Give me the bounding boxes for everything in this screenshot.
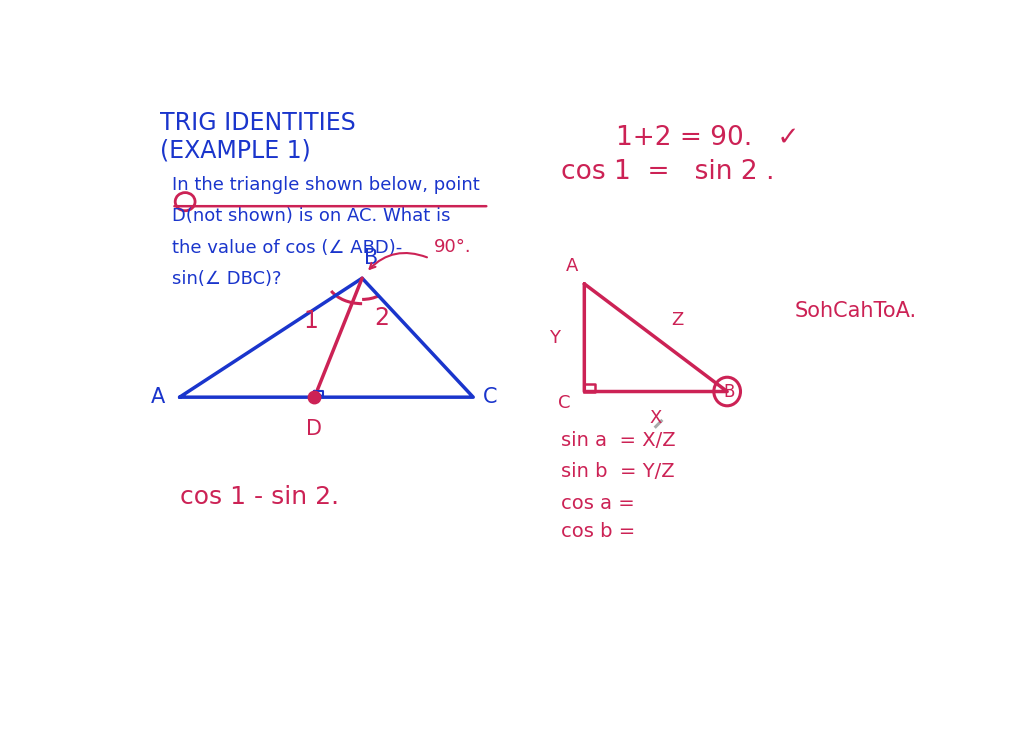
Text: 90°.: 90°. — [433, 238, 471, 255]
Text: B: B — [365, 248, 379, 268]
Text: cos b =: cos b = — [560, 522, 635, 541]
Text: TRIG IDENTITIES
(EXAMPLE 1): TRIG IDENTITIES (EXAMPLE 1) — [160, 111, 355, 163]
Text: the value of cos (∠ ABD)-: the value of cos (∠ ABD)- — [172, 238, 401, 257]
Text: cos 1  =   sin 2 .: cos 1 = sin 2 . — [560, 159, 774, 185]
Text: SohCahToA.: SohCahToA. — [795, 301, 916, 321]
Text: C: C — [557, 394, 570, 412]
Text: cos 1 - sin 2.: cos 1 - sin 2. — [179, 485, 339, 509]
Text: sin a  = X/Z: sin a = X/Z — [560, 431, 675, 450]
Text: 1: 1 — [303, 308, 318, 333]
Text: Y: Y — [550, 329, 560, 347]
Text: cos a =: cos a = — [560, 494, 634, 512]
Text: sin(∠ DBC)?: sin(∠ DBC)? — [172, 269, 282, 288]
Text: sin b  = Y/Z: sin b = Y/Z — [560, 462, 674, 481]
Text: 2: 2 — [375, 306, 389, 330]
Text: X: X — [649, 408, 662, 427]
Text: 1+2 = 90.   ✓: 1+2 = 90. ✓ — [616, 125, 800, 151]
Text: A: A — [565, 258, 578, 275]
Text: D: D — [306, 419, 323, 439]
Text: In the triangle shown below, point: In the triangle shown below, point — [172, 176, 479, 194]
Text: C: C — [482, 387, 498, 407]
Text: D(not shown) is on AC. What is: D(not shown) is on AC. What is — [172, 208, 451, 225]
Text: A: A — [152, 387, 165, 407]
Text: B: B — [723, 383, 734, 400]
Text: Z: Z — [672, 311, 684, 329]
